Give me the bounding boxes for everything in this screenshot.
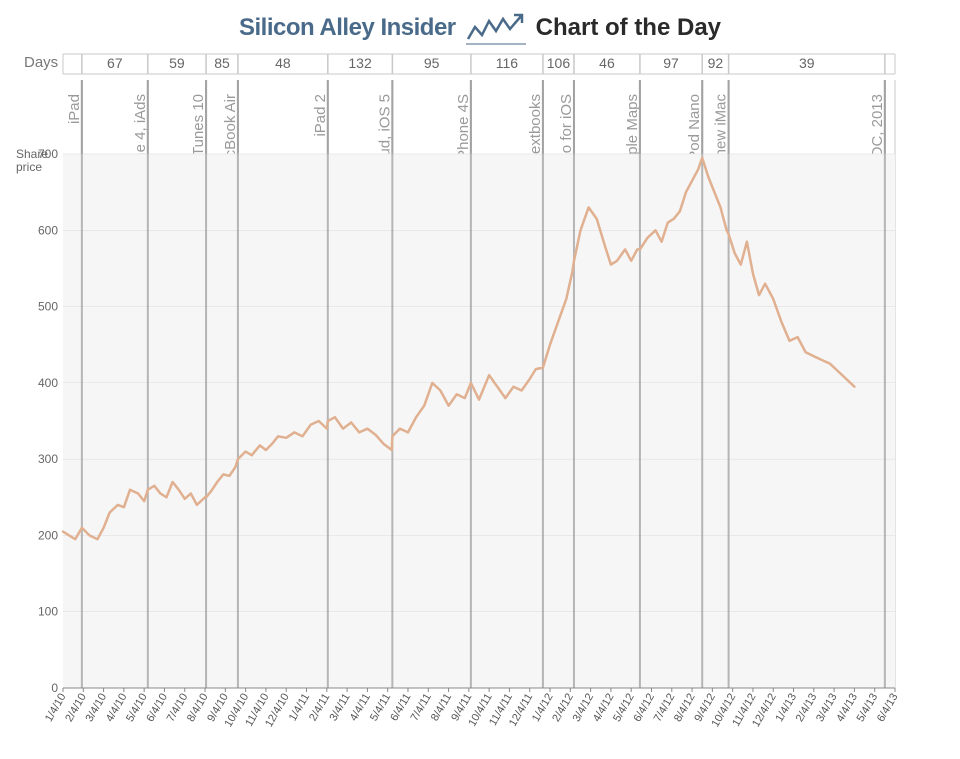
days-count: 59 xyxy=(169,55,185,71)
y-tick-label: 300 xyxy=(38,452,58,466)
chart-area: Days Shareprice iPadWWDC, iPhone 4, iAds… xyxy=(0,48,960,754)
y-tick-label: 100 xyxy=(38,605,58,619)
event-label: iPhone 4S xyxy=(455,94,472,163)
days-count: 85 xyxy=(214,55,230,71)
y-tick-label: 200 xyxy=(38,528,58,542)
share-price-label: Shareprice xyxy=(16,148,48,174)
chart-svg: iPadWWDC, iPhone 4, iAdsNew iPods, new A… xyxy=(0,48,960,754)
header: Silicon Alley Insider Chart of the Day xyxy=(0,0,960,48)
event-label: iPad 2 xyxy=(312,94,329,137)
days-count: 67 xyxy=(107,55,123,71)
days-count: 132 xyxy=(348,55,372,71)
days-count: 92 xyxy=(708,55,724,71)
days-count: 48 xyxy=(275,55,291,71)
y-tick-label: 500 xyxy=(38,300,58,314)
y-tick-label: 400 xyxy=(38,376,58,390)
event-label: iPad xyxy=(66,94,83,124)
y-tick-label: 600 xyxy=(38,223,58,237)
days-count: 106 xyxy=(547,55,571,71)
brand-text: Silicon Alley Insider xyxy=(239,14,456,42)
days-count: 39 xyxy=(799,55,815,71)
days-count: 46 xyxy=(599,55,615,71)
days-count: 116 xyxy=(496,55,519,71)
x-tick-label: 6/4/13 xyxy=(875,692,901,724)
chart-of-day-text: Chart of the Day xyxy=(536,14,721,42)
days-label: Days xyxy=(24,54,58,71)
days-count: 97 xyxy=(663,55,679,71)
chart-logo-icon xyxy=(466,11,526,45)
days-count: 95 xyxy=(424,55,440,71)
